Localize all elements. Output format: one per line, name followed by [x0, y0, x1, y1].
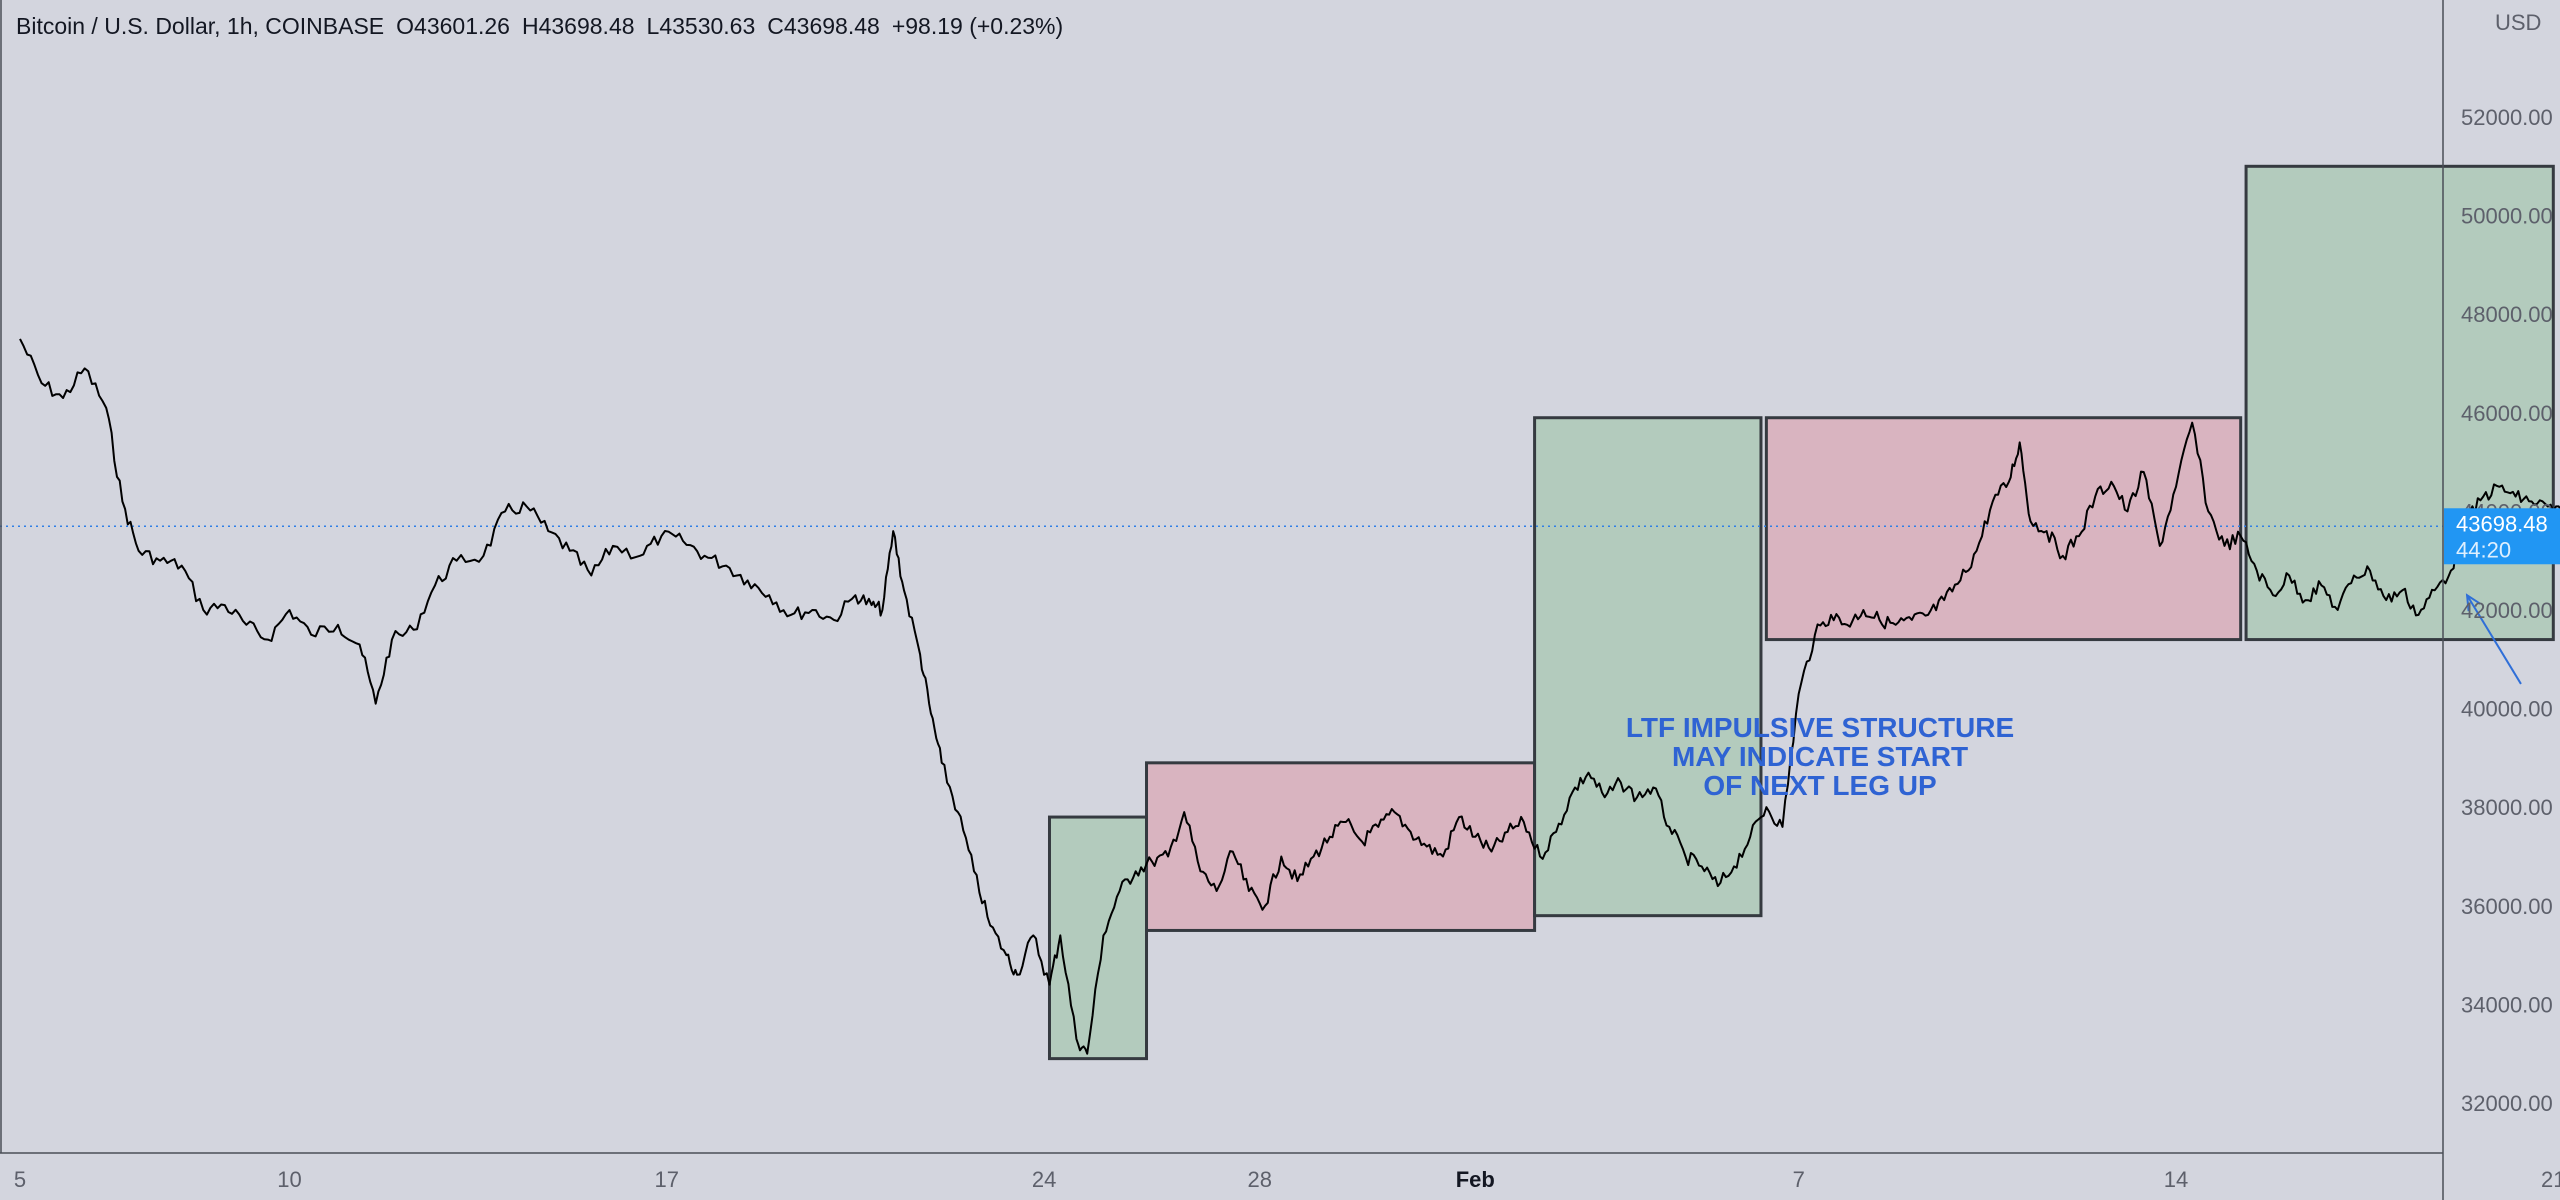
symbol-title[interactable]: Bitcoin / U.S. Dollar, 1h, COINBASE	[16, 12, 385, 39]
time-tick-label: 5	[14, 1167, 26, 1192]
ohlc-open: O43601.26	[396, 13, 510, 40]
time-tick-label: 24	[1032, 1167, 1056, 1192]
price-tick-label: 48000.00	[2461, 302, 2553, 327]
price-tick-label: 40000.00	[2461, 697, 2553, 722]
high-value: 43698.48	[538, 12, 635, 39]
price-tag-price: 43698.48	[2456, 511, 2548, 536]
bearish-range-box-4[interactable]	[1764, 416, 2243, 642]
ohlc-high: H43698.48	[522, 13, 635, 40]
low-value: 43530.63	[659, 12, 756, 39]
open-value: 43601.26	[414, 12, 510, 39]
time-tick-label: 28	[1247, 1167, 1271, 1192]
bullish-range-box-3[interactable]	[1533, 416, 1763, 918]
price-tick-label: 52000.00	[2461, 105, 2553, 130]
price-series-line	[19, 338, 2560, 1055]
time-tick-label: 14	[2164, 1167, 2188, 1192]
current-price-tag: 43698.48 44:20	[2444, 508, 2560, 565]
price-tick-label: 46000.00	[2461, 401, 2553, 426]
annotation-arrowhead	[2465, 593, 2482, 612]
ohlc-close: C43698.48	[767, 13, 880, 40]
time-tick-label: 21	[2541, 1167, 2560, 1192]
low-letter: L	[646, 12, 660, 39]
bearish-range-box-2[interactable]	[1145, 761, 1537, 932]
price-tick-label: 32000.00	[2461, 1091, 2553, 1116]
annotation-arrow[interactable]	[2466, 594, 2522, 685]
price-tag-countdown: 44:20	[2456, 537, 2511, 562]
price-tick-label: 42000.00	[2461, 598, 2553, 623]
price-axis[interactable]: 32000.00 34000.00 36000.00 38000.00 40000.00…	[2461, 105, 2553, 1116]
annotation-line-2: MAY INDICATE START	[1672, 741, 1968, 772]
price-change: +98.19 (+0.23%)	[891, 12, 1064, 39]
close-value: 43698.48	[783, 12, 880, 39]
time-tick-label: Feb	[1456, 1167, 1495, 1192]
time-tick-label: 17	[655, 1167, 679, 1192]
time-axis[interactable]: 510172428Feb7142125Mar7	[14, 1167, 2560, 1192]
price-tick-label: 50000.00	[2461, 204, 2553, 229]
open-letter: O	[396, 12, 415, 39]
ohlc-low: L43530.63	[647, 13, 756, 40]
time-tick-label: 10	[277, 1167, 301, 1192]
price-tag-background	[2444, 508, 2560, 565]
bullish-range-box-1[interactable]	[1047, 815, 1149, 1061]
time-tick-label: 7	[1793, 1167, 1805, 1192]
high-letter: H	[521, 12, 539, 39]
currency-label[interactable]: USD	[2495, 10, 2541, 35]
annotation-line-1: LTF IMPULSIVE STRUCTURE	[1626, 712, 2014, 743]
price-tick-label: 34000.00	[2461, 992, 2553, 1017]
annotation-line-3: OF NEXT LEG UP	[1703, 770, 1936, 801]
close-letter: C	[767, 12, 784, 39]
price-tick-label: 38000.00	[2461, 795, 2553, 820]
price-tick-label: 36000.00	[2461, 894, 2553, 919]
symbol-legend[interactable]: Bitcoin / U.S. Dollar, 1h, COINBASE O436…	[16, 10, 1075, 42]
